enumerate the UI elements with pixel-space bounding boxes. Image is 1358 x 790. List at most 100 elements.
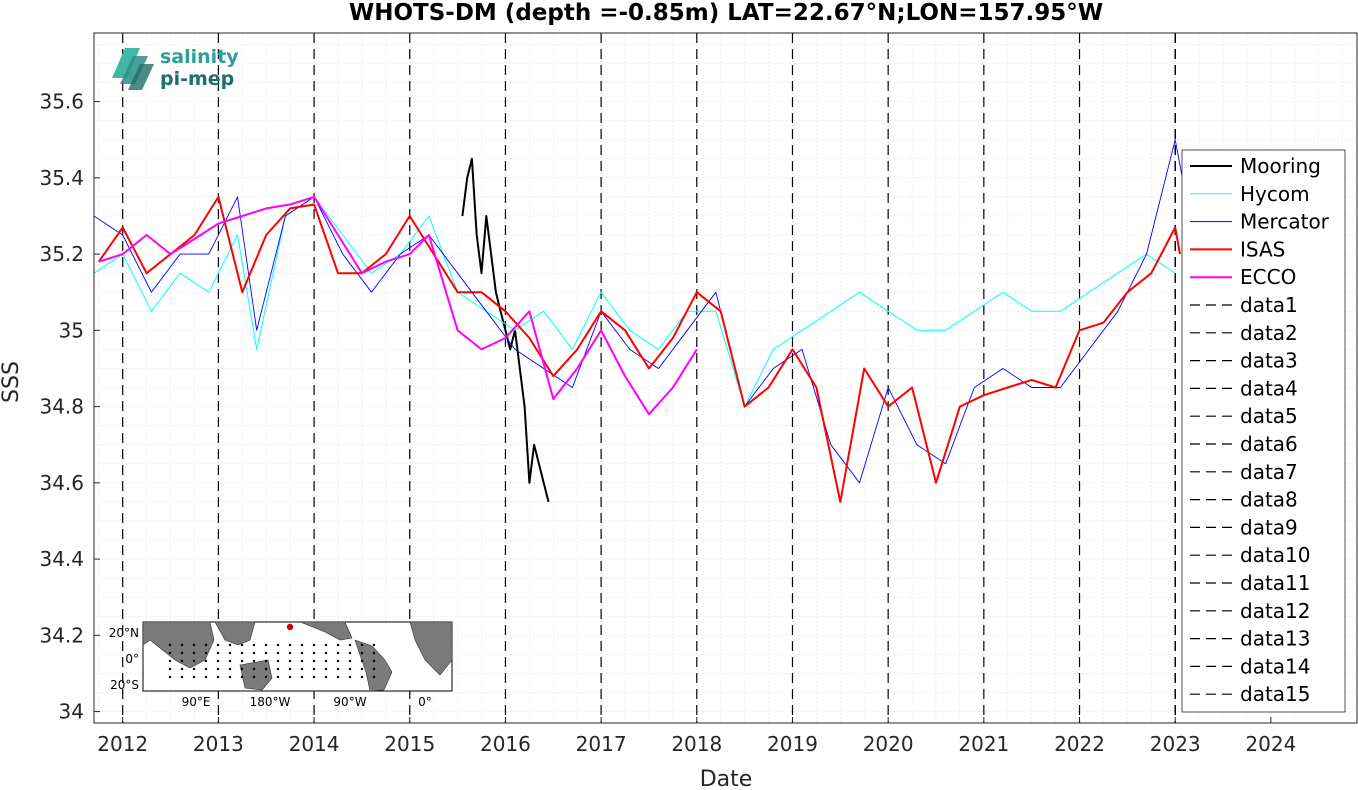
- legend-label: Mooring: [1240, 154, 1321, 178]
- inset-map-dot: [252, 659, 256, 663]
- x-tick-label: 2021: [958, 732, 1009, 756]
- inset-lon-label-180w: 180°W: [250, 695, 291, 709]
- y-tick-label: 34.6: [39, 471, 84, 495]
- series-layer: [93, 139, 1205, 503]
- inset-map-mooring-dots: [168, 643, 376, 679]
- inset-map-dot: [168, 651, 172, 655]
- legend-label: data13: [1240, 627, 1311, 651]
- inset-map-dot: [264, 643, 268, 647]
- inset-map-dot: [216, 643, 220, 647]
- inset-map-dot: [372, 667, 376, 671]
- inset-map-dot: [264, 675, 268, 679]
- inset-map-dot: [216, 675, 220, 679]
- legend-items: Mooring Hycom Mercator ISAS ECCO data1 data2 da…: [1190, 154, 1330, 706]
- inset-map-land-australia: [239, 659, 273, 691]
- inset-map-dot: [204, 667, 208, 671]
- inset-map-dot: [276, 675, 280, 679]
- inset-map-dot: [336, 651, 340, 655]
- x-tick-label: 2012: [97, 732, 148, 756]
- inset-map-dot: [372, 643, 376, 647]
- legend-label: data14: [1240, 654, 1311, 678]
- inset-map-dot: [264, 667, 268, 671]
- y-tick-label: 35.6: [39, 90, 84, 114]
- inset-map-dot: [216, 667, 220, 671]
- y-tick-label: 35.4: [39, 166, 84, 190]
- inset-map-dot: [288, 651, 292, 655]
- inset-map-dot: [204, 675, 208, 679]
- inset-map-dot: [192, 667, 196, 671]
- x-tick-label: 2016: [480, 732, 531, 756]
- inset-map-dot: [276, 651, 280, 655]
- x-tick-label: 2018: [671, 732, 722, 756]
- inset-map-dot: [192, 659, 196, 663]
- inset-map-dot: [252, 675, 256, 679]
- y-tick-label: 34.4: [39, 547, 84, 571]
- x-axis-label: Date: [700, 767, 753, 790]
- inset-map-dot: [348, 659, 352, 663]
- inset-map-dot: [312, 651, 316, 655]
- x-tick-label: 2015: [384, 732, 435, 756]
- plot-frame: [93, 32, 1358, 724]
- inset-lat-label-20s: 20°S: [110, 678, 139, 692]
- series-hycom: [93, 196, 1176, 408]
- inset-map-dot: [192, 651, 196, 655]
- y-tick-label: 34.2: [39, 623, 84, 647]
- inset-map-dot: [336, 643, 340, 647]
- inset-map-dot: [180, 643, 184, 647]
- inset-map-dot: [312, 643, 316, 647]
- inset-map-dot: [168, 675, 172, 679]
- legend-label: data6: [1240, 432, 1298, 456]
- series-isas: [97, 195, 1181, 503]
- legend-label: data7: [1240, 460, 1298, 484]
- inset-map-dot: [228, 659, 232, 663]
- logo-line2: pi-mep: [160, 68, 234, 90]
- y-tick-label: 34: [59, 700, 84, 724]
- inset-lat-label-0: 0°: [125, 652, 139, 666]
- inset-map-dot: [324, 651, 328, 655]
- inset-map-dot: [348, 643, 352, 647]
- inset-map-dot: [240, 667, 244, 671]
- inset-map-dot: [180, 659, 184, 663]
- inset-map-dot: [252, 651, 256, 655]
- inset-map-dot: [324, 643, 328, 647]
- inset-map: 20°N 0° 20°S 90°E 180°W 90°W 0°: [109, 621, 453, 709]
- inset-map-dot: [288, 659, 292, 663]
- inset-map-dot: [240, 651, 244, 655]
- inset-map-dot: [240, 675, 244, 679]
- inset-map-dot: [324, 659, 328, 663]
- inset-map-land-africa-asia: [142, 621, 215, 669]
- x-tick-label: 2020: [863, 732, 914, 756]
- chart-title: WHOTS-DM (depth =-0.85m) LAT=22.67°N;LON…: [349, 0, 1103, 26]
- x-tick-label: 2023: [1150, 732, 1201, 756]
- inset-map-dot: [360, 667, 364, 671]
- inset-map-dot: [348, 675, 352, 679]
- inset-map-land-north-america: [299, 621, 353, 641]
- legend-label: data5: [1240, 404, 1298, 428]
- inset-lat-label-20n: 20°N: [109, 626, 139, 640]
- inset-map-dot: [252, 643, 256, 647]
- inset-map-dot: [288, 675, 292, 679]
- plot-area: [94, 33, 1357, 723]
- inset-map-dot: [336, 667, 340, 671]
- series-mooring: [461, 157, 550, 503]
- x-tick-label: 2014: [289, 732, 340, 756]
- inset-map-dot: [300, 659, 304, 663]
- legend-label: data8: [1240, 488, 1298, 512]
- legend-label: data3: [1240, 349, 1298, 373]
- inset-map-dot: [336, 675, 340, 679]
- legend-label: Mercator: [1240, 210, 1330, 234]
- inset-map-dot: [168, 643, 172, 647]
- inset-map-dot: [348, 667, 352, 671]
- inset-map-dot: [360, 659, 364, 663]
- inset-map-dot: [192, 643, 196, 647]
- inset-map-dot: [216, 651, 220, 655]
- inset-map-dot: [300, 651, 304, 655]
- inset-map-dot: [312, 659, 316, 663]
- x-tick-label: 2022: [1054, 732, 1105, 756]
- inset-map-dot: [228, 651, 232, 655]
- legend-label: data1: [1240, 293, 1298, 317]
- inset-map-location-marker: [286, 623, 294, 631]
- x-tick-label: 2013: [193, 732, 244, 756]
- series-ecco: [98, 195, 698, 416]
- inset-lon-label-90e: 90°E: [182, 695, 211, 709]
